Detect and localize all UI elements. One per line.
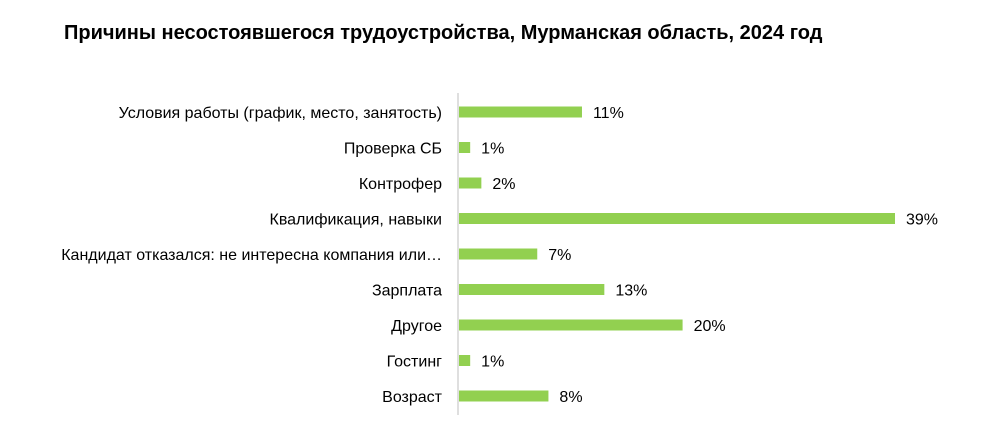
value-label: 20% xyxy=(694,318,726,335)
bar xyxy=(459,319,683,331)
chart-title: Причины несостоявшегося трудоустройства,… xyxy=(64,22,823,44)
category-label: Другое xyxy=(391,318,442,335)
bar xyxy=(459,390,549,402)
value-label: 13% xyxy=(615,283,647,300)
bar xyxy=(459,177,482,189)
category-label: Контрофер xyxy=(359,176,442,193)
value-label: 39% xyxy=(906,212,938,229)
bar xyxy=(459,248,538,260)
bar xyxy=(459,106,582,118)
bar xyxy=(459,284,605,295)
value-label: 1% xyxy=(481,141,504,158)
value-label: 2% xyxy=(492,176,515,193)
category-label: Проверка СБ xyxy=(344,141,442,158)
bars-group xyxy=(459,106,895,402)
value-label: 1% xyxy=(481,354,504,371)
category-labels-group: Условия работы (график, место, занятость… xyxy=(61,105,442,406)
category-label: Кандидат отказался: не интересна компани… xyxy=(61,247,442,264)
value-label: 11% xyxy=(593,105,624,122)
value-label: 7% xyxy=(548,247,571,264)
value-label: 8% xyxy=(559,389,582,406)
bar xyxy=(459,355,471,366)
bar xyxy=(459,142,471,153)
value-labels-group: 11% 1% 2% 39% 7% 13% 20% 1% 8% xyxy=(481,105,938,406)
category-label: Квалификация, навыки xyxy=(270,212,443,229)
category-label: Возраст xyxy=(382,389,443,406)
category-label: Условия работы (график, место, занятость… xyxy=(119,105,442,122)
category-label: Зарплата xyxy=(372,283,442,300)
bar xyxy=(459,213,895,224)
category-label: Гостинг xyxy=(387,354,443,371)
